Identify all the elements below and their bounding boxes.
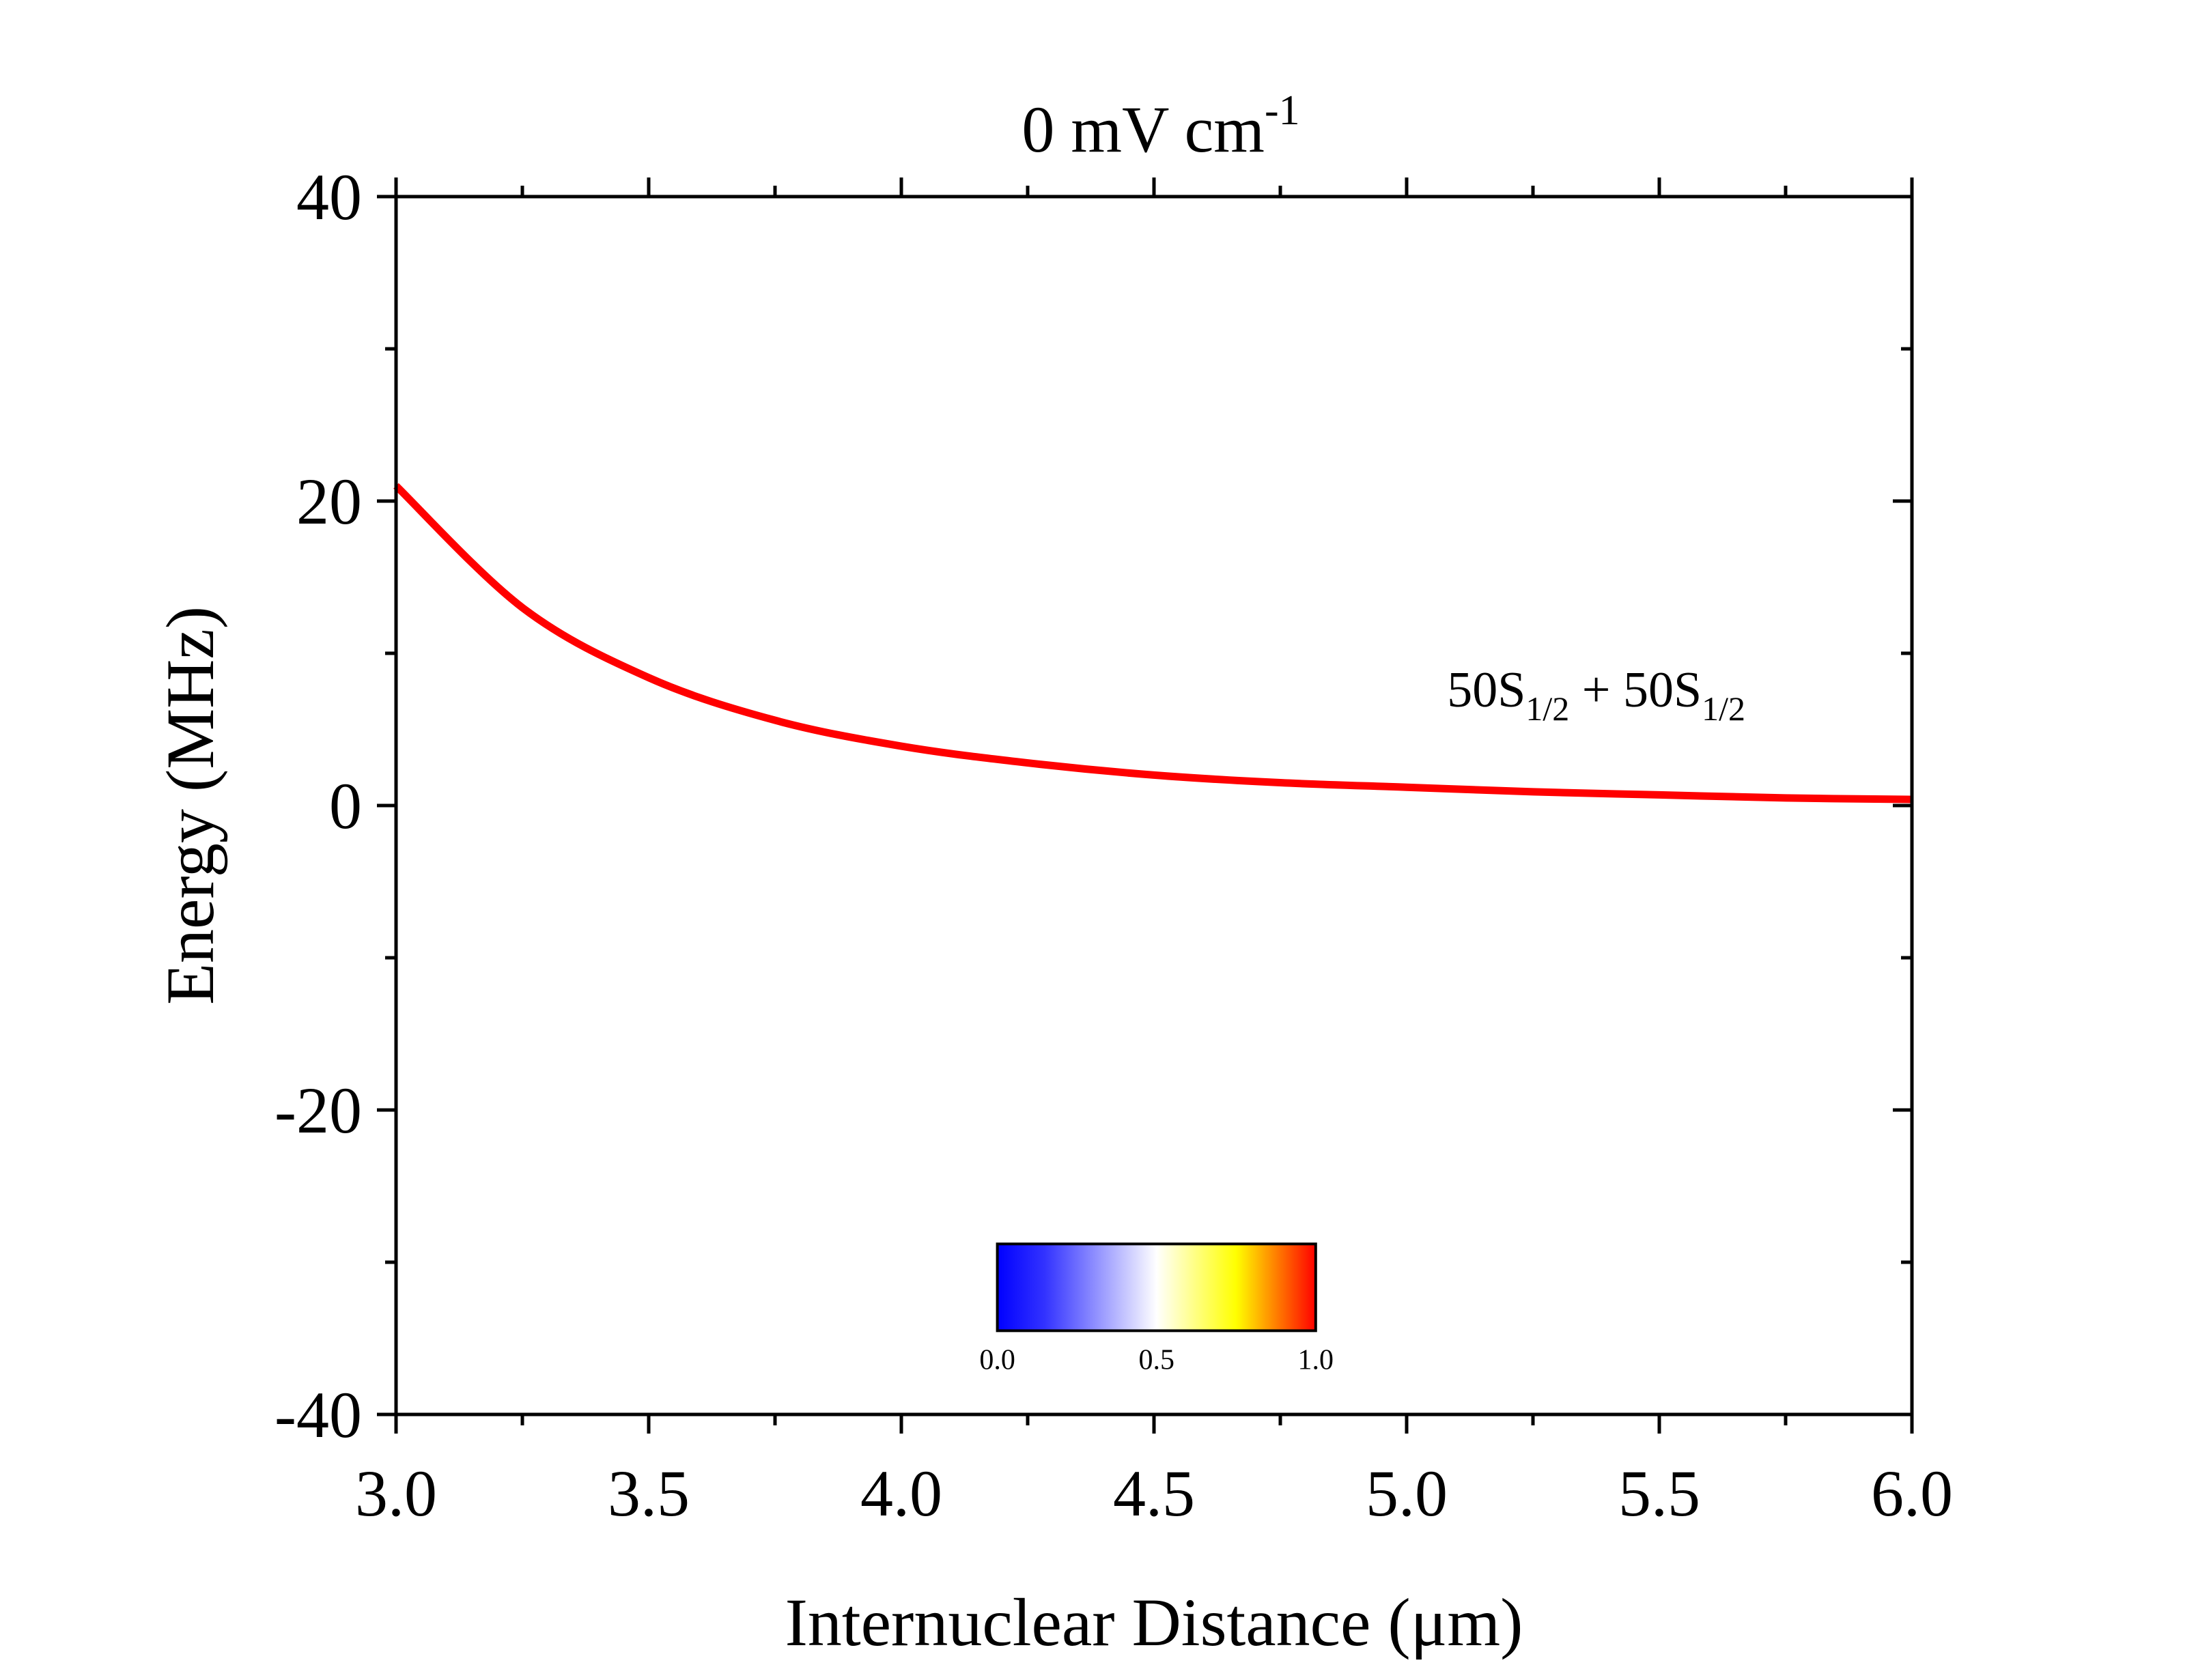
y-tick-label: 0 [329, 769, 362, 842]
y-axis-label: Energy (MHz) [152, 606, 228, 1005]
chart-title: 0 mV cm-1 [1022, 87, 1299, 166]
colorbar-label-max: 1.0 [1298, 1344, 1334, 1376]
x-axis-label: Internuclear Distance (μm) [785, 1584, 1523, 1660]
x-tick-label: 5.5 [1618, 1457, 1700, 1530]
x-tick-labels: 3.0 3.5 4.0 4.5 5.0 5.5 6.0 [355, 1457, 1953, 1530]
major-ticks [377, 177, 1914, 1434]
chart-title-superscript: -1 [1265, 87, 1300, 134]
x-tick-label: 6.0 [1871, 1457, 1953, 1530]
y-tick-label: 20 [296, 465, 362, 538]
x-tick-label: 3.0 [355, 1457, 437, 1530]
x-tick-label: 4.5 [1113, 1457, 1195, 1530]
plot-frame [394, 195, 1914, 1416]
series-layer [393, 483, 1913, 803]
y-tick-label: -20 [274, 1074, 362, 1147]
x-tick-label: 4.0 [860, 1457, 942, 1530]
colorbar-label-mid: 0.5 [1138, 1344, 1174, 1376]
y-tick-label: -40 [274, 1378, 362, 1451]
colorbar: 0.0 0.5 1.0 [979, 1242, 1334, 1376]
series-line [393, 483, 1913, 803]
series-annotation: 50S1/2 + 50S1/2 [1447, 662, 1745, 728]
y-tick-label: 40 [296, 160, 362, 233]
minor-ticks [385, 186, 1912, 1425]
y-tick-labels: -40 -20 0 20 40 [274, 160, 362, 1451]
colorbar-gradient [996, 1242, 1317, 1333]
colorbar-label-min: 0.0 [979, 1344, 1015, 1376]
x-tick-label: 3.5 [608, 1457, 690, 1530]
plot-area [377, 177, 1914, 1434]
x-tick-label: 5.0 [1366, 1457, 1448, 1530]
